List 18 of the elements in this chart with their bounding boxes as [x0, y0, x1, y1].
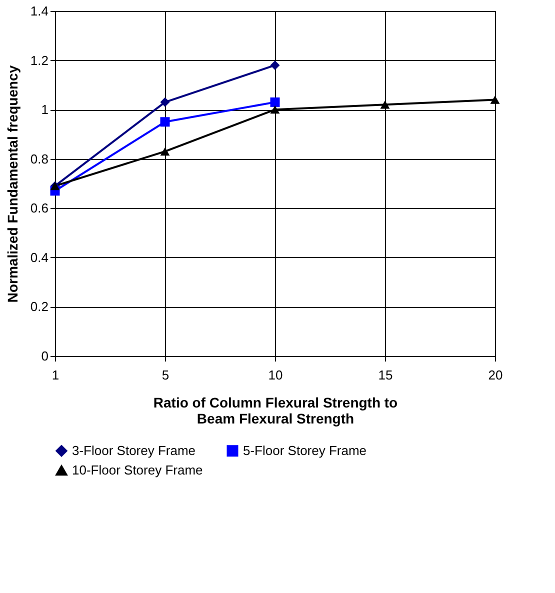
- x-tick-label: 10: [268, 368, 283, 382]
- x-tick-label: 1: [52, 368, 60, 382]
- y-tick-label: 1.2: [30, 52, 48, 68]
- y-tick-label: 0.2: [30, 299, 48, 314]
- legend-label: 5-Floor Storey Frame: [243, 442, 367, 458]
- y-tick-label: 0: [41, 348, 48, 364]
- y-tick-label: 1: [41, 102, 48, 118]
- x-tick-label: 5: [162, 368, 170, 382]
- x-tick-label: 15: [378, 368, 393, 382]
- x-axis-title: Ratio of Column Flexural Strength to Beam Flexural Strength: [153, 394, 398, 426]
- y-tick-label: 0.4: [30, 250, 48, 265]
- x-tick-label: 20: [488, 368, 503, 382]
- legend-label: 3-Floor Storey Frame: [72, 442, 196, 458]
- y-axis-title: Normalized Fundamental frequency: [4, 65, 20, 303]
- y-tick-label: 0.8: [30, 151, 48, 166]
- y-tick-label: 0.6: [30, 200, 48, 216]
- legend-label: 10-Floor Storey Frame: [72, 462, 203, 478]
- y-tick-label: 1.4: [30, 4, 48, 18]
